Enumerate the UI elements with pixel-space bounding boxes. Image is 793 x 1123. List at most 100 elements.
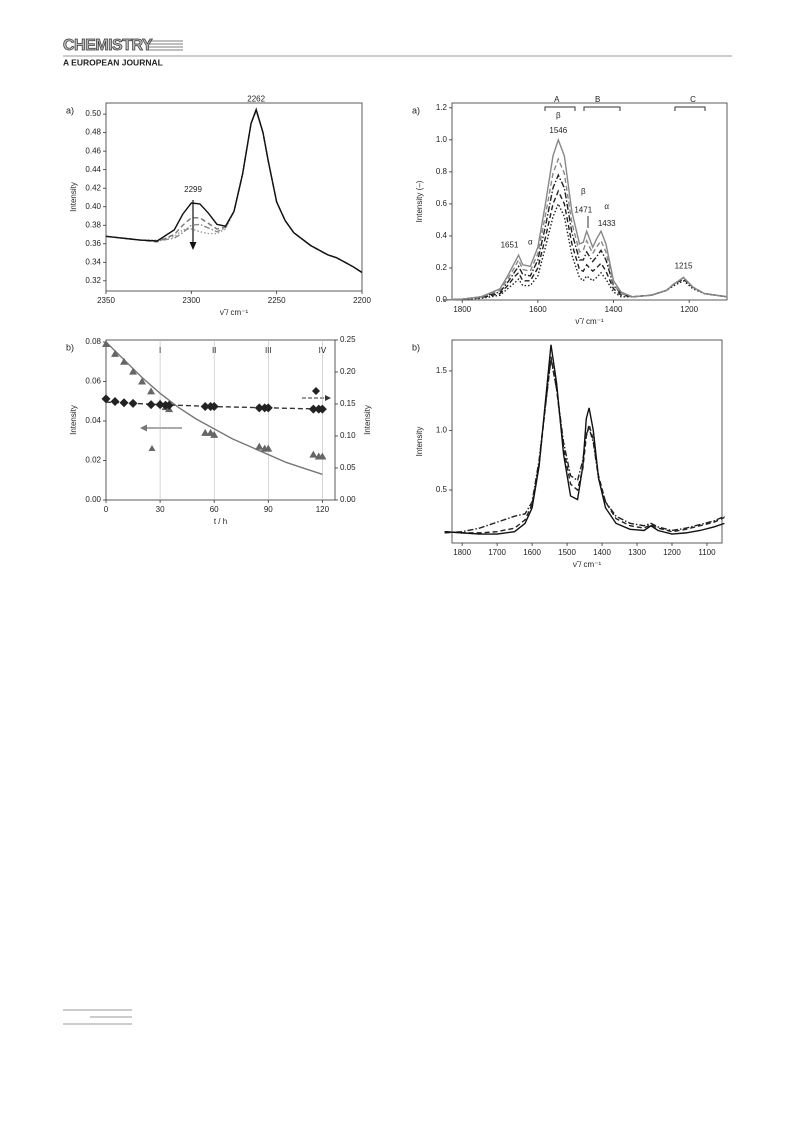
y-tick-label: 0.40	[85, 202, 101, 211]
journal-title: CHEMISTRY	[63, 37, 153, 54]
data-line	[443, 137, 728, 301]
x-tick-label: 1100	[698, 548, 716, 557]
annotation: I	[159, 346, 161, 355]
y-tick-label: 0.06	[85, 377, 101, 386]
data-line	[443, 157, 728, 301]
y-tick-label: 0.5	[436, 485, 448, 494]
annotation: IV	[319, 346, 327, 355]
data-point	[138, 377, 147, 385]
x-tick-label: 1400	[605, 305, 623, 314]
y2-axis-label: Intensity	[363, 405, 372, 435]
bracket	[544, 106, 576, 111]
annotation: III	[265, 346, 272, 355]
annotation: β	[556, 111, 561, 120]
x-tick-label: 1500	[558, 548, 576, 557]
journal-subtitle: A EUROPEAN JOURNAL	[63, 57, 163, 67]
arrow-head	[140, 424, 147, 432]
panel-label: a)	[412, 105, 420, 115]
data-point	[101, 394, 111, 404]
data-point	[254, 403, 264, 413]
x-tick-label: 2250	[268, 296, 286, 305]
y-tick-label: 0.2	[436, 263, 448, 272]
data-point	[255, 442, 264, 450]
y2-tick-label: 0.20	[340, 367, 356, 376]
annotation: 1651	[501, 241, 519, 250]
x-tick-label: 1800	[453, 305, 471, 314]
panel-label: b)	[66, 342, 74, 352]
annotation: II	[212, 346, 216, 355]
x-tick-label: 1400	[593, 548, 611, 557]
plot-frame	[105, 339, 336, 501]
y-tick-label: 1.2	[436, 103, 448, 112]
data-line	[444, 358, 725, 534]
x-tick-label: 1200	[663, 548, 681, 557]
y-tick-label: 1.5	[436, 366, 448, 375]
x-tick-label: 2350	[97, 296, 115, 305]
panel-label: a)	[66, 105, 74, 115]
annotation: B	[595, 95, 600, 104]
legend-diamond	[312, 387, 320, 395]
annotation: 1546	[549, 126, 567, 135]
data-point	[318, 452, 327, 460]
data-point	[263, 403, 273, 413]
y-tick-label: 0.0	[436, 295, 448, 304]
x-axis-label: ν̃ / cm⁻¹	[575, 317, 604, 326]
arrow-head	[189, 242, 197, 250]
x-tick-label: 0	[104, 505, 109, 514]
annotation: 1471	[574, 205, 592, 214]
plot-frame	[105, 102, 363, 292]
y-tick-label: 0.02	[85, 456, 101, 465]
y2-tick-label: 0.10	[340, 431, 356, 440]
annotation: 1215	[675, 261, 693, 270]
y-tick-label: 0.32	[85, 276, 101, 285]
data-line	[444, 344, 725, 535]
annotation: 1433	[598, 219, 616, 228]
data-line	[105, 107, 363, 274]
y2-tick-label: 0.25	[340, 335, 356, 344]
x-tick-label: 120	[316, 505, 330, 514]
data-point	[308, 404, 318, 414]
data-point	[147, 387, 156, 395]
data-point	[119, 398, 129, 408]
data-point	[155, 400, 165, 410]
data-point	[200, 402, 210, 412]
annotation: α	[528, 237, 533, 246]
data-line	[105, 109, 363, 274]
x-tick-label: 1600	[529, 305, 547, 314]
annotation: α	[604, 202, 609, 211]
y-tick-label: 0.50	[85, 109, 101, 118]
y-tick-label: 0.42	[85, 183, 101, 192]
data-point	[209, 402, 219, 412]
y-axis-label: Intensity	[69, 405, 78, 435]
bracket	[583, 106, 621, 111]
annotation: C	[690, 95, 696, 104]
x-tick-label: 1200	[680, 305, 698, 314]
x-tick-label: 90	[264, 505, 273, 514]
x-tick-label: 30	[156, 505, 165, 514]
data-line	[443, 202, 728, 301]
data-point	[120, 357, 129, 365]
y-tick-label: 1.0	[436, 426, 448, 435]
bracket	[674, 106, 706, 111]
annotation: A	[554, 95, 560, 104]
x-tick-label: 1700	[488, 548, 506, 557]
x-tick-label: 2300	[182, 296, 200, 305]
data-point	[309, 450, 318, 458]
x-axis-label: ν̃ / cm⁻¹	[573, 560, 602, 569]
data-point	[128, 398, 138, 408]
y-tick-label: 0.00	[85, 495, 101, 504]
y-tick-label: 0.38	[85, 220, 101, 229]
y-axis-label: Intensity	[415, 427, 424, 457]
x-axis-label: ν̃ / cm⁻¹	[220, 308, 249, 317]
x-tick-label: 60	[210, 505, 219, 514]
data-point	[264, 444, 273, 452]
y-tick-label: 1.0	[436, 135, 448, 144]
x-axis-label: t / h	[214, 517, 227, 526]
data-point	[129, 367, 138, 375]
data-line	[105, 108, 363, 274]
legend-triangle	[148, 445, 156, 451]
data-point	[110, 396, 120, 406]
arrow-head	[325, 395, 331, 401]
data-line	[105, 108, 363, 274]
